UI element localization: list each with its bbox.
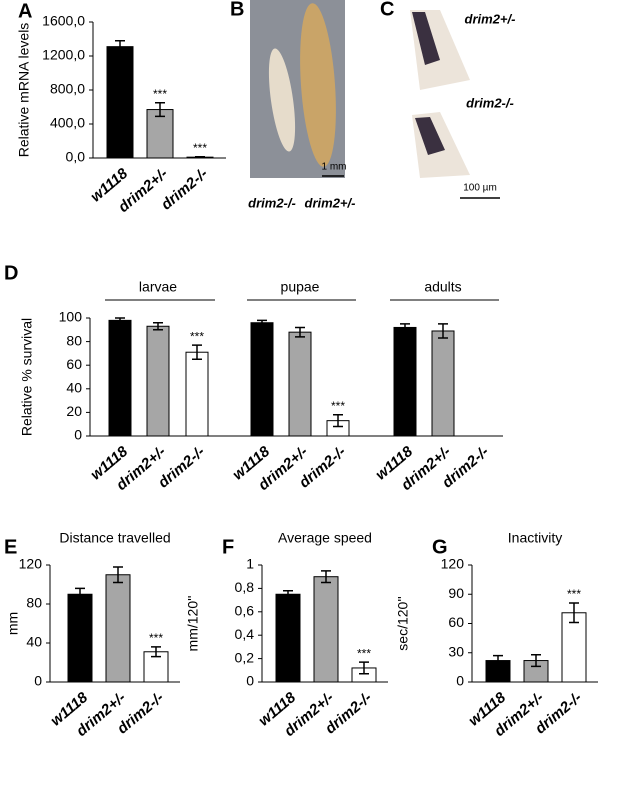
chart-title: Inactivity — [508, 530, 562, 546]
bar — [393, 326, 417, 437]
error-bar — [153, 321, 163, 331]
significance: *** — [193, 141, 207, 155]
bar — [288, 331, 312, 437]
y-tick-label: 0 — [246, 673, 254, 689]
bar — [561, 612, 587, 683]
group-label: adults — [424, 279, 461, 295]
error-bar — [75, 587, 85, 601]
bar — [108, 319, 132, 437]
y-tick-label: 1 — [246, 556, 254, 572]
y-tick-label: 0,0 — [66, 149, 86, 165]
y-axis-label: mm/120'' — [185, 596, 201, 652]
error-bar — [195, 155, 205, 159]
y-tick-label: 120 — [19, 556, 43, 572]
y-tick-label: 0,8 — [235, 579, 255, 595]
error-bar — [569, 602, 579, 624]
error-bar — [321, 570, 331, 584]
y-axis-label: Relative % survival — [19, 318, 35, 436]
mouth-hook — [412, 12, 440, 65]
chart-title: Distance travelled — [59, 530, 170, 546]
panel-letter: C — [380, 0, 394, 20]
image-label: drim2+/- — [305, 195, 356, 210]
group-label: larvae — [139, 279, 177, 295]
y-tick-label: 100 — [59, 309, 83, 325]
y-tick-label: 40 — [66, 380, 82, 396]
error-bar — [400, 323, 410, 332]
y-axis-label: mm — [5, 612, 21, 635]
error-bar — [531, 653, 541, 668]
y-tick-label: 0,2 — [235, 649, 255, 665]
error-bar — [155, 102, 165, 118]
y-tick-label: 20 — [66, 403, 82, 419]
y-tick-label: 0 — [74, 427, 82, 443]
y-tick-label: 0 — [34, 673, 42, 689]
bar — [313, 576, 339, 683]
larva — [268, 48, 296, 152]
bar — [185, 351, 209, 437]
image-label: drim2-/- — [248, 195, 296, 210]
y-tick-label: 80 — [26, 595, 42, 611]
bar — [250, 322, 274, 437]
y-tick-label: 30 — [448, 643, 464, 659]
panel-letter: G — [432, 536, 448, 558]
scale-label: 1 mm — [322, 162, 347, 173]
y-tick-label: 40 — [26, 634, 42, 650]
panel-letter: E — [4, 536, 17, 558]
larva — [300, 3, 336, 167]
error-bar — [113, 566, 123, 584]
error-bar — [295, 326, 305, 338]
error-bar — [151, 646, 161, 658]
bar — [105, 574, 131, 683]
bar — [275, 593, 301, 683]
y-tick-label: 0,6 — [235, 603, 255, 619]
y-tick-label: 90 — [448, 585, 464, 601]
panel-letter: A — [18, 0, 32, 22]
panel-letter: B — [230, 0, 244, 20]
error-bar — [283, 589, 293, 599]
y-tick-label: 80 — [66, 332, 82, 348]
y-tick-label: 1200,0 — [42, 47, 85, 63]
y-axis-label: Relative mRNA levels — [16, 23, 32, 158]
error-bar — [192, 344, 202, 361]
y-tick-label: 400,0 — [50, 115, 85, 131]
error-bar — [333, 414, 343, 428]
significance: *** — [567, 587, 581, 601]
error-bar — [438, 323, 448, 339]
bar — [431, 330, 455, 437]
bar — [146, 109, 174, 159]
group-label: pupae — [281, 279, 320, 295]
error-bar — [257, 319, 267, 326]
bar — [106, 46, 134, 159]
mouth-hook — [415, 117, 445, 155]
significance: *** — [153, 87, 167, 101]
significance: *** — [149, 631, 163, 645]
error-bar — [115, 317, 125, 324]
panel-letter: D — [4, 262, 18, 284]
y-tick-label: 1600,0 — [42, 13, 85, 29]
bar — [67, 593, 93, 683]
y-tick-label: 0 — [456, 673, 464, 689]
error-bar — [115, 39, 125, 54]
error-bar — [493, 654, 503, 667]
y-axis-label: sec/120'' — [395, 596, 411, 650]
significance: *** — [331, 399, 345, 413]
y-tick-label: 120 — [441, 556, 465, 572]
chart-title: Average speed — [278, 530, 372, 546]
significance: *** — [190, 329, 204, 343]
bar — [146, 325, 170, 437]
y-tick-label: 800,0 — [50, 81, 85, 97]
y-tick-label: 0,4 — [235, 626, 255, 642]
image-label: drim2+/- — [465, 11, 516, 26]
y-tick-label: 60 — [66, 356, 82, 372]
scale-label: 100 µm — [463, 183, 497, 194]
y-tick-label: 60 — [448, 614, 464, 630]
panel-letter: F — [222, 536, 234, 558]
significance: *** — [357, 646, 371, 660]
image-label: drim2-/- — [466, 95, 514, 110]
error-bar — [359, 661, 369, 675]
